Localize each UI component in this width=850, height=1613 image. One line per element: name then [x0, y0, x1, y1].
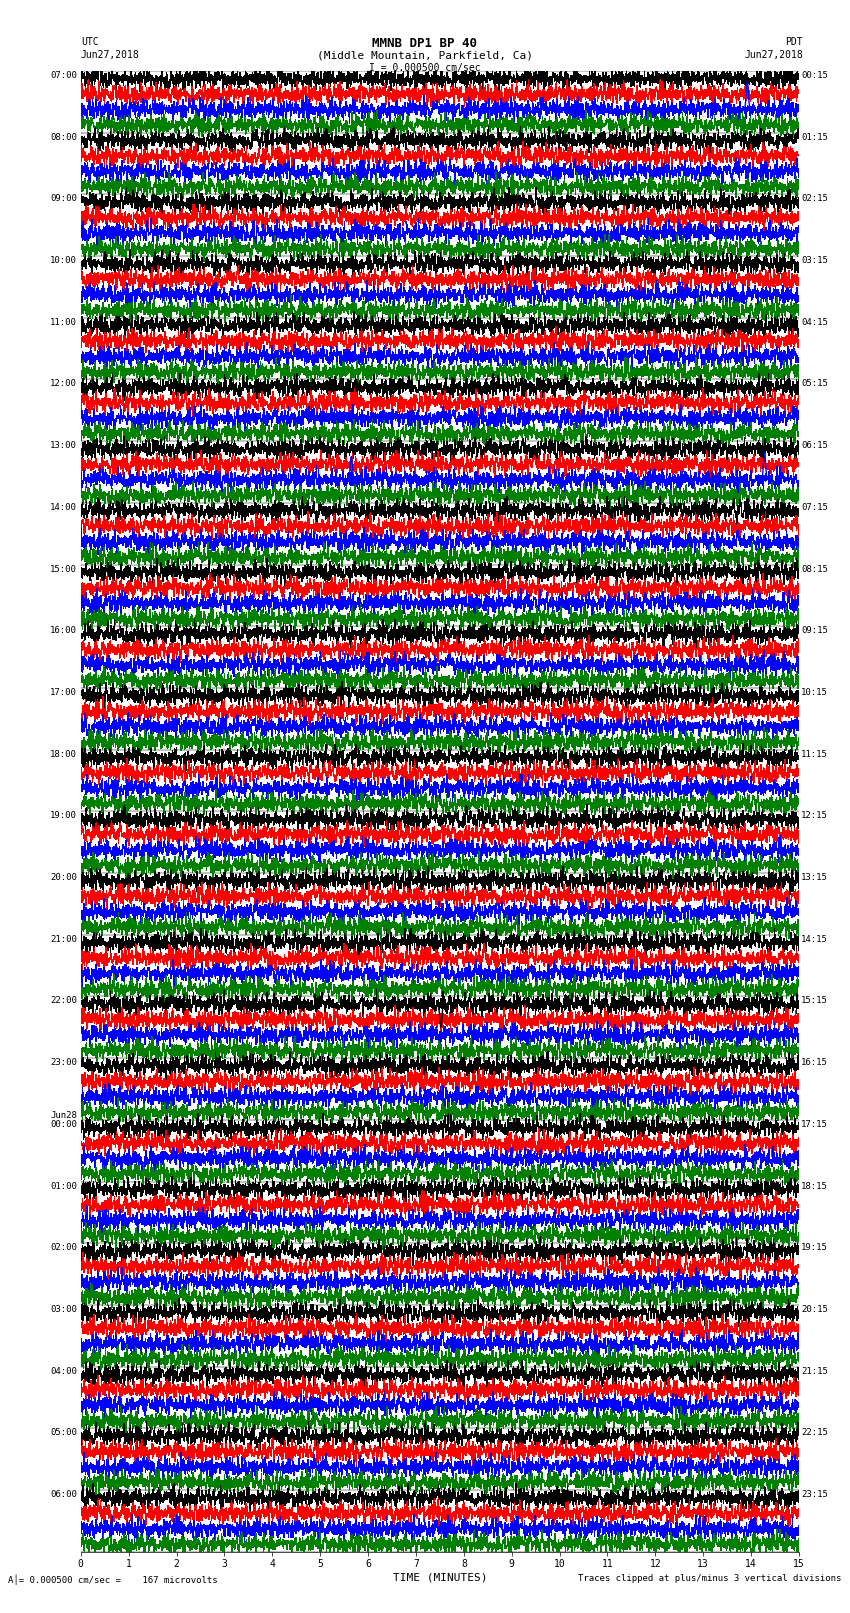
Text: 07:15: 07:15 — [802, 503, 828, 511]
Text: 20:00: 20:00 — [50, 873, 77, 882]
Text: Jun27,2018: Jun27,2018 — [745, 50, 803, 60]
Text: 00:00: 00:00 — [50, 1119, 77, 1129]
Text: 02:15: 02:15 — [802, 195, 828, 203]
Text: 22:15: 22:15 — [802, 1429, 828, 1437]
Text: 04:00: 04:00 — [50, 1366, 77, 1376]
Text: 10:15: 10:15 — [802, 689, 828, 697]
Text: 21:15: 21:15 — [802, 1366, 828, 1376]
Text: 04:15: 04:15 — [802, 318, 828, 327]
Text: 22:00: 22:00 — [50, 997, 77, 1005]
Text: PDT: PDT — [785, 37, 803, 47]
Text: 03:15: 03:15 — [802, 256, 828, 265]
Text: 19:15: 19:15 — [802, 1244, 828, 1252]
Text: 07:00: 07:00 — [50, 71, 77, 81]
Text: 12:00: 12:00 — [50, 379, 77, 389]
Text: 02:00: 02:00 — [50, 1244, 77, 1252]
Text: 17:15: 17:15 — [802, 1119, 828, 1129]
Text: 12:15: 12:15 — [802, 811, 828, 821]
Text: 00:15: 00:15 — [802, 71, 828, 81]
Text: 18:15: 18:15 — [802, 1181, 828, 1190]
Text: Jun28: Jun28 — [50, 1111, 77, 1119]
Text: 05:15: 05:15 — [802, 379, 828, 389]
Text: 23:00: 23:00 — [50, 1058, 77, 1068]
Text: 17:00: 17:00 — [50, 689, 77, 697]
X-axis label: TIME (MINUTES): TIME (MINUTES) — [393, 1573, 487, 1582]
Text: MMNB DP1 BP 40: MMNB DP1 BP 40 — [372, 37, 478, 50]
Text: 14:00: 14:00 — [50, 503, 77, 511]
Text: I = 0.000500 cm/sec: I = 0.000500 cm/sec — [369, 63, 481, 73]
Text: 15:15: 15:15 — [802, 997, 828, 1005]
Text: 13:00: 13:00 — [50, 442, 77, 450]
Text: Jun27,2018: Jun27,2018 — [81, 50, 139, 60]
Text: 16:00: 16:00 — [50, 626, 77, 636]
Text: 20:15: 20:15 — [802, 1305, 828, 1315]
Text: 21:00: 21:00 — [50, 936, 77, 944]
Text: A│= 0.000500 cm/sec =    167 microvolts: A│= 0.000500 cm/sec = 167 microvolts — [8, 1574, 218, 1586]
Text: 16:15: 16:15 — [802, 1058, 828, 1068]
Text: 08:00: 08:00 — [50, 132, 77, 142]
Text: 19:00: 19:00 — [50, 811, 77, 821]
Text: Traces clipped at plus/minus 3 vertical divisions: Traces clipped at plus/minus 3 vertical … — [578, 1574, 842, 1584]
Text: 11:00: 11:00 — [50, 318, 77, 327]
Text: 11:15: 11:15 — [802, 750, 828, 758]
Text: 18:00: 18:00 — [50, 750, 77, 758]
Text: 06:15: 06:15 — [802, 442, 828, 450]
Text: 09:00: 09:00 — [50, 195, 77, 203]
Text: 06:00: 06:00 — [50, 1490, 77, 1498]
Text: (Middle Mountain, Parkfield, Ca): (Middle Mountain, Parkfield, Ca) — [317, 50, 533, 60]
Text: 05:00: 05:00 — [50, 1429, 77, 1437]
Text: 01:15: 01:15 — [802, 132, 828, 142]
Text: UTC: UTC — [81, 37, 99, 47]
Text: 08:15: 08:15 — [802, 565, 828, 574]
Text: 10:00: 10:00 — [50, 256, 77, 265]
Text: 13:15: 13:15 — [802, 873, 828, 882]
Text: 03:00: 03:00 — [50, 1305, 77, 1315]
Text: 23:15: 23:15 — [802, 1490, 828, 1498]
Text: 15:00: 15:00 — [50, 565, 77, 574]
Text: 01:00: 01:00 — [50, 1181, 77, 1190]
Text: 14:15: 14:15 — [802, 936, 828, 944]
Text: 09:15: 09:15 — [802, 626, 828, 636]
